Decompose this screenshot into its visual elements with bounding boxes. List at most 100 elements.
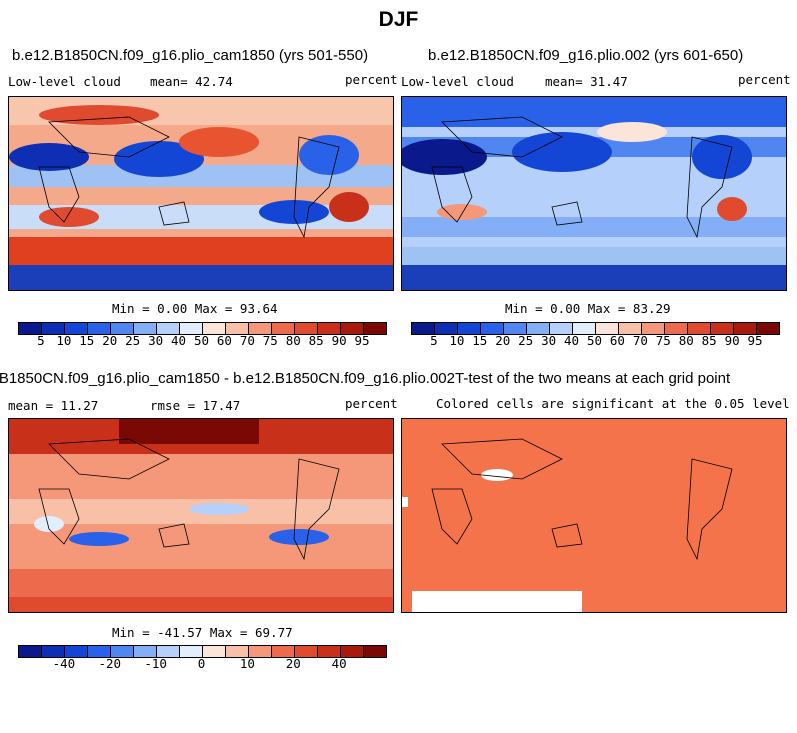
panel1-mean: mean= 42.74 <box>150 74 233 89</box>
panel1-minmax: Min = 0.00 Max = 93.64 <box>112 301 278 316</box>
colorbar-swatch <box>42 646 65 657</box>
colorbar-tick-label: 40 <box>564 333 580 348</box>
colorbar-tick-label: 85 <box>308 333 324 348</box>
colorbar-swatch <box>203 323 226 334</box>
colorbar-tick-label: 95 <box>747 333 763 348</box>
panel2-map <box>401 96 787 291</box>
panel3-map <box>8 418 394 613</box>
colorbar-swatch <box>642 323 665 334</box>
colorbar-tick-label: 75 <box>262 333 278 348</box>
colorbar-tick-label: 70 <box>632 333 648 348</box>
colorbar-tick-label: 40 <box>331 656 347 671</box>
colorbar-tick-label: 20 <box>495 333 511 348</box>
colorbar-swatch <box>318 323 341 334</box>
colorbar-swatch <box>203 646 226 657</box>
panel3-minmax: Min = -41.57 Max = 69.77 <box>112 625 293 640</box>
colorbar-tick-label: 90 <box>331 333 347 348</box>
colorbar-tick-label: 50 <box>586 333 603 348</box>
panel1-title: b.e12.B1850CN.f09_g16.plio_cam1850 (yrs … <box>12 47 369 64</box>
colorbar-tick-label: 0 <box>197 656 206 671</box>
colorbar-tick-label: 15 <box>79 333 95 348</box>
colorbar-swatch <box>226 646 249 657</box>
colorbar-tick-label: 60 <box>609 333 625 348</box>
colorbar-tick-label: 25 <box>518 333 534 348</box>
colorbar-swatch <box>134 646 157 657</box>
colorbar-tick-label: 40 <box>171 333 187 348</box>
ttest-fill <box>402 419 786 612</box>
panel4-title: T-test of the two means at each grid poi… <box>455 370 731 387</box>
panel2-mean: mean= 31.47 <box>545 74 628 89</box>
colorbar-tick-label: 80 <box>285 333 301 348</box>
colorbar-swatch <box>757 323 779 334</box>
panel2-units: percent <box>738 72 791 87</box>
colorbar-tick-label: 50 <box>193 333 210 348</box>
colorbar-swatch <box>504 323 527 334</box>
colorbar-swatch <box>180 646 203 657</box>
colorbar-swatch <box>412 323 435 334</box>
colorbar-tick-label: 5 <box>430 333 438 348</box>
colorbar-swatch <box>180 323 203 334</box>
colorbar-swatch <box>19 323 42 334</box>
panel2-variable: Low-level cloud <box>401 74 514 89</box>
colorbar-swatch <box>596 323 619 334</box>
panel1-colorbar <box>18 322 387 335</box>
colorbar-tick-label: -20 <box>98 656 122 671</box>
panel3-rmse: rmse = 17.47 <box>150 398 241 413</box>
colorbar-swatch <box>65 646 88 657</box>
colorbar-swatch <box>65 323 88 334</box>
panel3-title-text: B1850CN.f09_g16.plio_cam1850 - b.e12.B18… <box>0 370 455 387</box>
colorbar-swatch <box>711 323 734 334</box>
colorbar-tick-label: 20 <box>285 656 301 671</box>
colorbar-tick-label: 10 <box>56 333 72 348</box>
colorbar-tick-label: 70 <box>239 333 255 348</box>
figure-title: DJF <box>378 8 419 31</box>
colorbar-swatch <box>249 646 272 657</box>
colorbar-tick-label: 10 <box>239 656 255 671</box>
colorbar-swatch <box>550 323 573 334</box>
colorbar-swatch <box>688 323 711 334</box>
colorbar-tick-label: 20 <box>102 333 118 348</box>
panel2-title: b.e12.B1850CN.f09_g16.plio.002 (yrs 601-… <box>428 47 744 64</box>
colorbar-swatch <box>295 323 318 334</box>
colorbar-tick-label: 75 <box>655 333 671 348</box>
colorbar-swatch <box>249 323 272 334</box>
panel4-map <box>401 418 787 613</box>
colorbar-swatch <box>88 323 111 334</box>
panel2-colorbar <box>411 322 780 335</box>
colorbar-swatch <box>435 323 458 334</box>
colorbar-swatch <box>295 646 318 657</box>
colorbar-swatch <box>341 323 364 334</box>
colorbar-swatch <box>481 323 504 334</box>
colorbar-tick-label: 30 <box>148 333 164 348</box>
colorbar-swatch <box>88 646 111 657</box>
colorbar-tick-label: 10 <box>449 333 465 348</box>
colorbar-swatch <box>272 323 295 334</box>
colorbar-swatch <box>364 646 386 657</box>
colorbar-tick-label: 5 <box>37 333 45 348</box>
panel3-title: B1850CN.f09_g16.plio_cam1850 - b.e12.B18… <box>0 370 455 387</box>
colorbar-tick-label: 85 <box>701 333 717 348</box>
colorbar-swatch <box>665 323 688 334</box>
panel3-units: percent <box>345 396 398 411</box>
colorbar-swatch <box>734 323 757 334</box>
colorbar-swatch <box>527 323 550 334</box>
colorbar-swatch <box>272 646 295 657</box>
colorbar-swatch <box>111 323 134 334</box>
colorbar-swatch <box>111 646 134 657</box>
panel3-mean: mean = 11.27 <box>8 398 99 413</box>
panel2-minmax: Min = 0.00 Max = 83.29 <box>505 301 671 316</box>
colorbar-swatch <box>19 646 42 657</box>
colorbar-tick-label: 60 <box>216 333 232 348</box>
colorbar-swatch <box>42 323 65 334</box>
colorbar-tick-label: 90 <box>724 333 740 348</box>
colorbar-swatch <box>364 323 386 334</box>
panel1-units: percent <box>345 72 398 87</box>
panel4-subtitle: Colored cells are significant at the 0.0… <box>436 396 790 411</box>
colorbar-tick-label: 25 <box>125 333 141 348</box>
colorbar-swatch <box>573 323 596 334</box>
colorbar-tick-label: -10 <box>144 656 167 671</box>
colorbar-tick-label: 95 <box>354 333 370 348</box>
panel1-variable: Low-level cloud <box>8 74 121 89</box>
colorbar-tick-label: 15 <box>472 333 488 348</box>
panel3-colorbar <box>18 645 387 658</box>
